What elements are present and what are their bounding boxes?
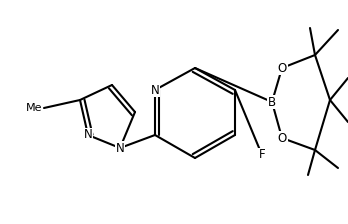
- Text: F: F: [259, 149, 265, 162]
- Text: N: N: [151, 84, 159, 97]
- Text: N: N: [116, 142, 124, 155]
- Text: O: O: [277, 131, 287, 144]
- Text: Me: Me: [25, 103, 42, 113]
- Text: B: B: [268, 95, 276, 108]
- Text: O: O: [277, 62, 287, 75]
- Text: N: N: [84, 129, 92, 142]
